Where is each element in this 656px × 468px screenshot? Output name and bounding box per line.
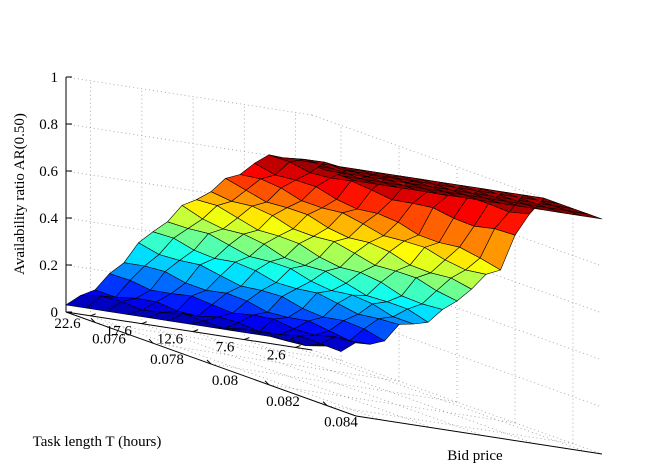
grid-line xyxy=(152,342,400,382)
x-tick xyxy=(322,401,328,406)
grid-line xyxy=(65,123,313,163)
x-axis-end-line xyxy=(355,415,603,455)
z-tick-label: 0.8 xyxy=(39,117,58,133)
x-tick-label: 0.08 xyxy=(212,373,238,389)
y-tick xyxy=(90,313,96,317)
grid-line xyxy=(94,322,342,361)
surface-patch xyxy=(566,210,603,220)
surface-plot xyxy=(65,154,603,352)
x-tick-label: 0.084 xyxy=(324,415,358,431)
grid-line xyxy=(311,302,603,408)
x-tick xyxy=(148,338,154,344)
grid-line xyxy=(65,170,313,210)
grid-line xyxy=(65,76,313,116)
y-tick-label: 22.6 xyxy=(54,316,81,332)
x-tick-label: 0.082 xyxy=(266,394,300,410)
grid-line xyxy=(210,363,458,403)
z-tick-label: 0.4 xyxy=(39,211,58,227)
y-tick-label: 2.6 xyxy=(267,347,286,363)
surface-patch xyxy=(65,295,102,309)
grid-line xyxy=(326,405,574,444)
z-tick-label: 0 xyxy=(51,305,59,321)
z-tick-label: 0.6 xyxy=(39,164,58,180)
grid-line xyxy=(268,384,516,424)
x-tick xyxy=(90,318,96,323)
grid-line xyxy=(244,339,535,444)
y-tick-label: 12.6 xyxy=(157,332,184,348)
grid-line xyxy=(90,315,381,421)
x-tick-label: 0.078 xyxy=(150,352,184,368)
z-tick-label: 1 xyxy=(51,70,59,86)
grid-line xyxy=(311,349,603,455)
y-tick xyxy=(141,321,148,325)
y-tick xyxy=(192,329,199,333)
x-tick-label: 0.076 xyxy=(92,331,126,347)
y-tick xyxy=(295,345,301,348)
y-tick-label: 17.6 xyxy=(106,324,133,340)
y-axis-line xyxy=(65,311,313,351)
x-tick xyxy=(206,359,212,365)
z-tick-label: 0.2 xyxy=(39,258,58,274)
grid-line xyxy=(311,255,603,361)
y-axis-label: Task length T (hours) xyxy=(33,434,162,450)
grid-lines xyxy=(65,76,603,455)
grid-line xyxy=(295,347,586,452)
y-tick xyxy=(244,337,250,341)
tick-labels: 0 0.2 0.4 0.6 0.8 1 0.076 0.078 0.08 0.082 0.084 2.… xyxy=(39,70,358,431)
grid-line xyxy=(311,161,603,267)
grid-line xyxy=(141,323,432,429)
y-tick-label: 7.6 xyxy=(216,340,235,356)
x-axis-label: Bid price xyxy=(447,448,503,464)
grid-line xyxy=(192,331,484,437)
x-tick xyxy=(264,380,270,386)
z-axis-label: Availability ratio AR(0.50) xyxy=(12,113,28,275)
grid-line xyxy=(311,208,603,314)
